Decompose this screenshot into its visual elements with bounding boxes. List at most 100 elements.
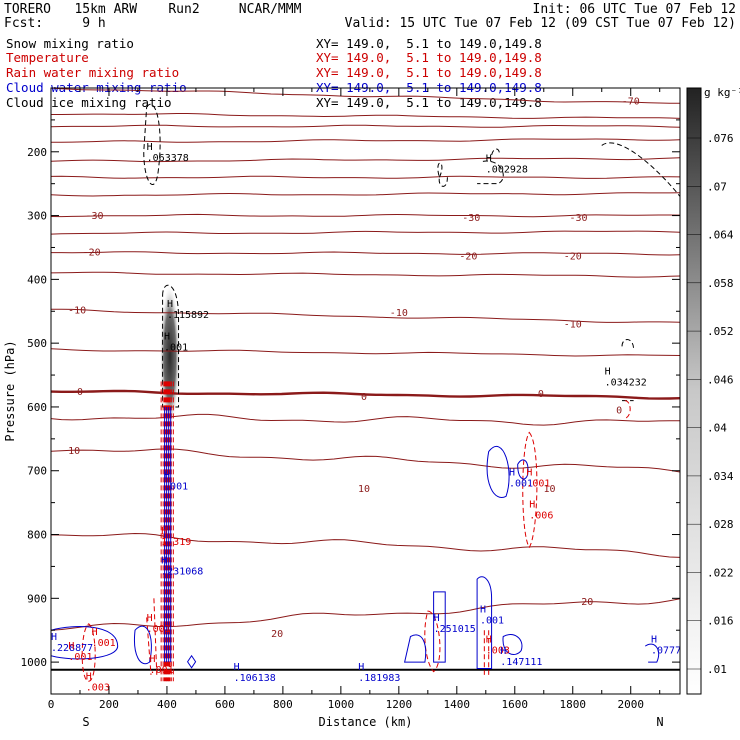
maximum-value: .001 [92,638,116,649]
colorbar-tick-label: .028 [707,518,734,531]
maximum-marker: H [358,662,364,673]
contour-label: 0 [538,389,544,400]
maximum-marker: H [434,613,440,624]
cloud-water-contour [502,634,523,655]
temperature-contour [51,213,680,218]
maximum-marker: H [486,635,492,646]
temperature-contour [51,448,680,473]
temperature-contour [51,175,680,179]
maximum-marker: H [651,635,657,646]
south-end-label: S [82,715,89,729]
colorbar-tick-label: .022 [707,566,734,579]
temperature-contour [51,88,680,104]
maximum-marker: H [234,662,240,673]
temperature-contour [51,251,680,256]
maximum-value: .0777 [651,646,681,657]
maximum-marker: H [147,142,153,153]
maximum-value: .001 [68,652,92,663]
x-tick-label: 0 [48,698,55,711]
maximum-value: .034232 [605,378,647,389]
maximum-value: .231068 [161,567,203,578]
x-tick-label: 2000 [617,698,644,711]
maximum-value: .063378 [147,153,189,164]
rain-contour [146,598,158,675]
temperature-contour [51,113,680,119]
ice-contour [162,284,180,408]
maximum-value: .251015 [434,624,476,635]
colorbar: .01 .016 .022 .028 .034 .04 .046 .052 .058 .064 .0… [686,86,740,695]
cloud-water-contour [476,576,493,669]
maximum-marker: H [68,641,74,652]
legend-xy-snow: XY= 149.0, 5.1 to 149.0,149.8 [316,36,542,51]
x-tick-label: 1800 [560,698,587,711]
zero-isotherm [51,389,680,400]
init-time: Init: 06 UTC Tue 07 Feb 12 [532,2,737,17]
temperature-contour [51,192,680,197]
legend-xy-rain: XY= 149.0, 5.1 to 149.0,149.8 [316,65,542,80]
y-tick-label: 700 [27,465,47,478]
maximum-marker: H [161,556,167,567]
rain-contours [81,381,631,682]
cloud-water-contour [133,625,152,665]
rain-contour [624,400,631,420]
maximum-marker: H [509,467,515,478]
contour-label: -30 [570,213,588,224]
maximum-marker: H [526,467,532,478]
maximum-value: .001 [164,482,188,493]
legend-name-cloud-ice: Cloud ice mixing ratio [6,95,172,110]
colorbar-tick-label: .04 [707,422,727,435]
cloud-water-contour [433,591,446,663]
temperature-contour [51,308,680,323]
rain-contour [81,623,96,682]
cloud-ice-contours [143,104,680,408]
temperature-contour [51,348,680,357]
maximum-value: .228877 [51,643,93,654]
maximum-marker: H [480,605,486,616]
x-tick-label: 600 [215,698,235,711]
colorbar-tick-label: .046 [707,373,734,386]
colorbar-tick-label: .034 [707,470,734,483]
contour-label: -30 [85,211,103,222]
temperature-contour [51,138,680,143]
temperature-contour [51,230,680,235]
legend-name-temperature: Temperature [6,50,89,65]
contour-label: 0 [361,392,367,403]
maximum-value: .006 [529,510,553,521]
maximum-marker: H [529,499,535,510]
north-end-label: N [656,715,663,729]
ice-contour [491,148,501,156]
contour-labels: -70 -30 -30 -30 -20 -20 -20 -10 -10 -10 10 10 10 20 20… [51,96,681,693]
maximum-value: .003 [486,646,510,657]
temperature-contour [51,271,680,278]
y-axis-label: Pressure (hPa) [3,340,17,441]
temperature-contours [51,88,680,671]
contour-label: -10 [564,320,582,331]
plot-frame [50,87,681,695]
contour-label: -10 [68,305,86,316]
maximum-marker: H [486,154,492,165]
y-tick-label: 800 [27,529,47,542]
temperature-contour [51,124,680,128]
maximum-marker: H [164,332,170,343]
maximum-marker: H [161,526,167,537]
ice-contour [601,139,680,198]
colorbar-tick-label: .016 [707,615,734,628]
cloud-water-contour [186,654,197,669]
maximum-value: 1.319 [161,537,191,548]
maximum-marker: H [51,632,57,643]
maximum-value: .181983 [358,673,400,684]
maximum-value: .002928 [486,165,528,176]
temperature-contour [51,598,680,631]
temperature-contour [51,532,680,558]
maximum-value: .001 [526,478,550,489]
cloud-water-contours [51,406,660,669]
maximum-marker: H [164,471,170,482]
contour-label: -30 [462,213,480,224]
legend-name-rain: Rain water mixing ratio [6,65,180,80]
contour-label: -10 [390,308,408,319]
contour-label: 10 [544,484,556,495]
cloud-water-contour [517,459,529,480]
maximum-marker: H [500,646,506,657]
contour-label: 0 [616,406,622,417]
maximum-value: .001 [509,478,533,489]
